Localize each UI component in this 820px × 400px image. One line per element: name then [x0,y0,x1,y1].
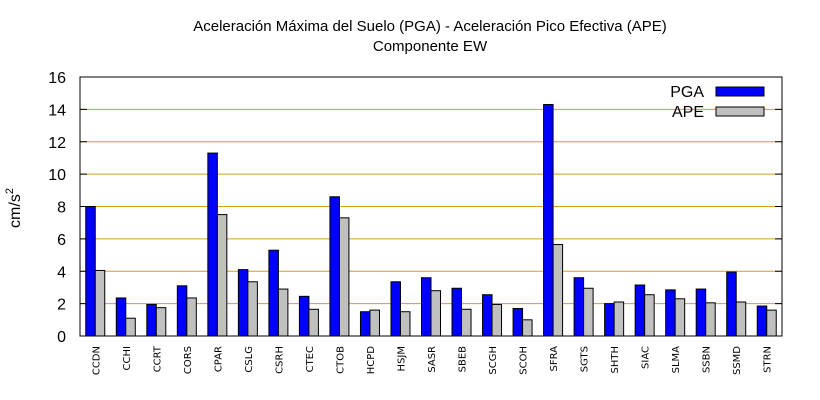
bar-pga-ssbn [695,288,707,337]
x-tick-label: STRN [763,346,774,373]
bar-pga-sasr [421,277,432,337]
axes [79,76,783,337]
bar-ape-sbeb [461,308,472,337]
chart-subtitle: Componente EW [373,38,488,55]
y-tick-label: 6 [57,232,66,249]
y-tick-label: 16 [48,70,66,87]
x-tick-label: SBEB [458,346,469,373]
bar-ape-scgh [491,303,503,337]
bar-pga-scgh [482,294,493,337]
bar-ape-slma [674,298,686,337]
bar-ape-sasr [430,290,441,337]
x-tick-label: CORS [183,346,194,374]
y-tick-label: 4 [57,264,66,281]
bar-pga-shth [604,303,615,337]
y-tick-label: 2 [57,297,66,314]
y-axis-label-superscript: 2 [4,188,16,194]
bar-pga-sgts [573,277,585,337]
x-tick-label: SSMD [732,346,743,375]
y-axis-label-unit: cm/s [7,194,24,228]
bar-pga-siac [634,284,646,337]
x-tick-label: SHTH [610,346,621,374]
bar-pga-slma [665,289,676,337]
bar-ape-sfra [552,244,564,337]
bar-ape-strn [766,309,777,337]
bar-pga-ssmd [726,271,737,337]
bar-ape-siac [644,294,655,337]
x-tick-label: SCOH [519,346,530,375]
bar-ape-cchi [125,317,136,337]
y-tick-label: 12 [48,135,66,152]
bar-ape-cpar [216,214,228,337]
bar-ape-hcpd [369,309,380,337]
bar-pga-scoh [512,307,524,337]
bar-pga-cslg [237,269,249,337]
x-tick-label: CCHI [122,346,133,370]
legend-swatch-ape [715,106,765,117]
bar-pga-hsjm [390,281,401,337]
bar-pga-ctec [298,295,310,337]
legend-label-ape: APE [672,104,704,121]
bar-pga-sfra [543,104,554,337]
x-tick-label: SIAC [641,346,652,369]
bar-ape-sgts [583,287,594,337]
bar-ape-ctec [308,308,319,337]
x-tick-labels: CCDN CCHI CCRT CORS CPAR CSLG CSRH CTEC CTOB HCPD… [91,345,773,375]
bar-ape-ccrt [155,307,167,337]
y-tick-label: 14 [48,102,66,119]
y-tick-labels: 0 2 4 6 8 10 12 14 16 [48,70,66,346]
x-tick-label: CCDN [91,346,102,375]
bar-pga-ctob [329,196,340,337]
bar-pga-sbeb [451,287,463,337]
x-tick-label: CTEC [305,346,316,372]
x-tick-label: SCGH [488,346,499,375]
x-tick-label: CCRT [152,345,163,372]
x-tick-label: SSBN [702,346,713,373]
grid [80,108,782,305]
y-tick-label: 10 [48,167,66,184]
x-tick-label: CTOB [335,346,346,374]
x-tick-label: SASR [427,346,438,373]
bar-ape-ccdn [94,269,106,337]
bar-ape-ssmd [735,301,747,337]
x-tick-label: CSLG [244,346,255,373]
x-tick-label: HCPD [366,346,377,375]
bar-pga-cors [176,285,188,337]
y-tick-label: 0 [57,329,66,346]
x-tick-label: CSRH [274,346,285,374]
chart-title: Aceleración Máxima del Suelo (PGA) - Ace… [193,18,667,35]
bar-pga-ccdn [85,206,96,337]
bar-pga-cpar [207,152,218,337]
x-tick-label: HSJM [396,346,407,371]
bar-pga-csrh [268,249,279,337]
legend: PGA APE [670,84,765,121]
x-tick-label: SFRA [549,346,560,372]
bar-pga-cchi [115,297,127,337]
y-tick-label: 8 [57,200,66,217]
legend-swatch-pga [715,86,765,97]
bar-pga-hcpd [359,311,371,337]
x-tick-label: SLMA [671,346,682,374]
bar-ape-shth [613,301,625,337]
y-axis-label: cm/s2 [4,188,24,228]
bar-pga-strn [756,305,768,337]
bar-ape-cors [186,297,197,337]
x-tick-label: SGTS [580,346,591,372]
bar-ape-csrh [277,288,289,337]
bar-pga-ccrt [146,303,157,337]
bar-ape-scoh [522,319,533,337]
x-tick-label: CPAR [213,346,224,372]
bar-ape-hsjm [399,311,411,337]
bar-ape-cslg [247,281,258,337]
bars [85,104,777,337]
legend-label-pga: PGA [670,84,704,101]
bar-ape-ctob [338,217,350,337]
bar-ape-ssbn [705,302,716,337]
